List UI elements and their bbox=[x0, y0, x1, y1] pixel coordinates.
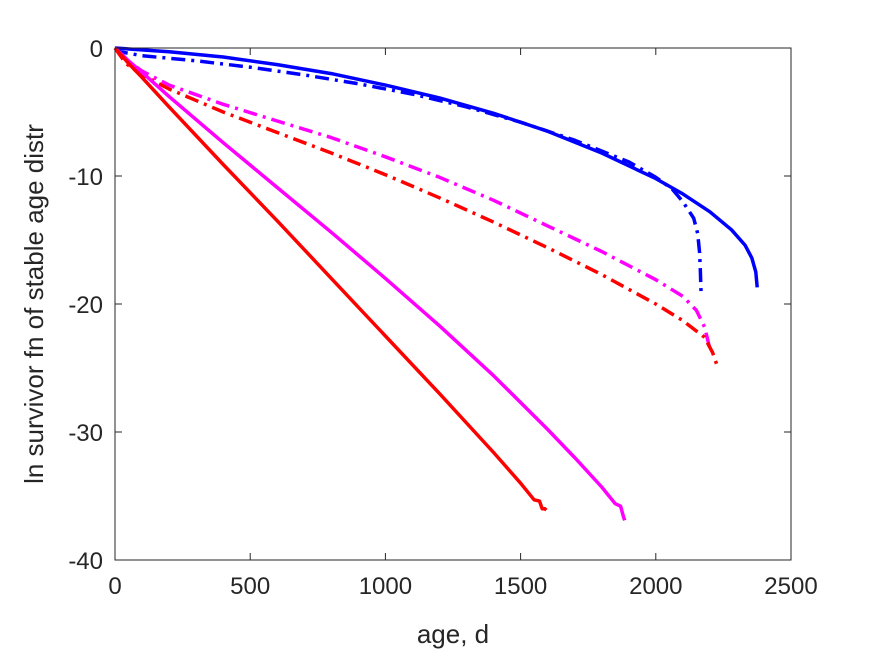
plot-area-frame bbox=[114, 47, 792, 561]
y-tick-label: -20 bbox=[68, 292, 103, 319]
series-line-2 bbox=[113, 46, 703, 292]
y-tick-label: -10 bbox=[68, 164, 103, 191]
x-tick-label: 2000 bbox=[629, 573, 682, 600]
x-tick-label: 1500 bbox=[494, 573, 547, 600]
y-tick-label: -40 bbox=[68, 548, 103, 575]
x-axis-label: age, d bbox=[417, 619, 489, 649]
y-tick-label: 0 bbox=[90, 36, 103, 63]
x-tick-label: 0 bbox=[108, 573, 121, 600]
y-axis-ticks: 0 -10 -20 -30 -40 bbox=[68, 36, 791, 575]
series-line-6 bbox=[113, 46, 548, 512]
y-tick-label: -30 bbox=[68, 420, 103, 447]
series-line-3 bbox=[113, 46, 712, 350]
x-axis-ticks: 0 500 1000 1500 2000 2500 bbox=[108, 48, 818, 600]
series-line-1 bbox=[114, 46, 759, 288]
y-axis-label: ln survivor fn of stable age distr bbox=[19, 124, 49, 484]
x-tick-label: 2500 bbox=[764, 573, 817, 600]
x-tick-label: 1000 bbox=[359, 573, 412, 600]
series-line-4 bbox=[113, 46, 720, 369]
series-layer bbox=[113, 46, 759, 521]
x-tick-label: 500 bbox=[230, 573, 270, 600]
series-line-5 bbox=[113, 46, 627, 521]
